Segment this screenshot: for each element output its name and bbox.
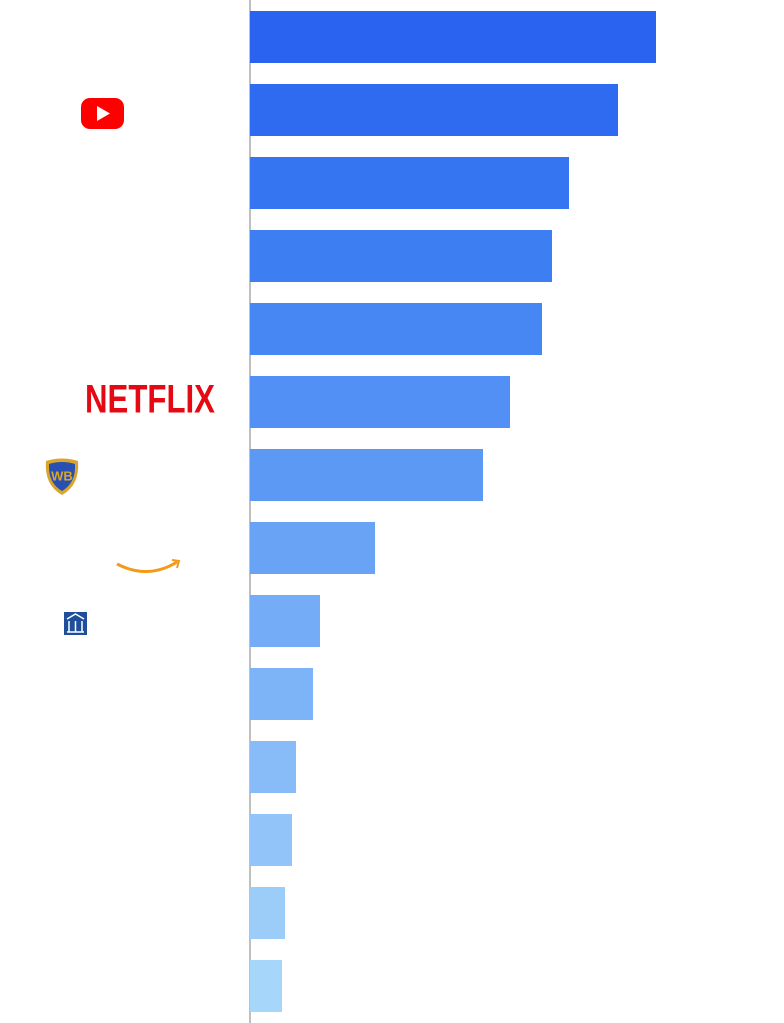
bar: [250, 303, 542, 355]
bar: [250, 814, 292, 866]
bar: [250, 230, 552, 282]
bar: [250, 595, 320, 647]
bar: [250, 11, 656, 63]
bar: [250, 157, 569, 209]
youtube-logo: [81, 98, 124, 129]
bar: [250, 376, 510, 428]
bar: [250, 887, 285, 939]
bar: [250, 84, 618, 136]
amazon-arrow: [171, 559, 181, 569]
category-logo-text: NETFLIX: [85, 377, 215, 422]
bar: [250, 741, 296, 793]
svg-text:WB: WB: [51, 468, 73, 483]
amazon-smile: [116, 560, 178, 574]
wb-logo: WB: [45, 458, 79, 495]
bar: [250, 960, 282, 1012]
bar: [250, 449, 483, 501]
icon-logo: [64, 612, 87, 635]
bar: [250, 522, 375, 574]
bar: [250, 668, 313, 720]
